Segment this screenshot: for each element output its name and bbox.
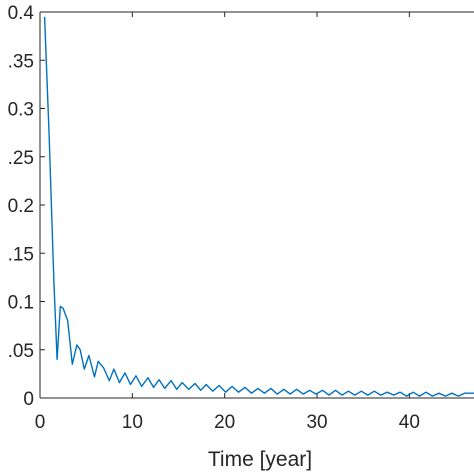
series-layer bbox=[43, 16, 474, 397]
y-tick-label-4: 0.2 bbox=[8, 196, 34, 217]
y-tick-label-6: 0.3 bbox=[8, 100, 34, 121]
x-tick-label-1: 10 bbox=[122, 412, 143, 433]
plot-area-frame bbox=[39, 11, 474, 399]
y-tick-label-0: 0 bbox=[23, 389, 34, 410]
y-tick-label-7: .35 bbox=[8, 51, 34, 72]
x-tick-label-4: 40 bbox=[399, 412, 420, 433]
x-tick-label-3: 30 bbox=[306, 412, 327, 433]
y-tick-label-2: 0.1 bbox=[8, 293, 34, 314]
x-tick-label-0: 0 bbox=[35, 412, 46, 433]
x-tick-label-2: 20 bbox=[214, 412, 235, 433]
axis-tick-labels: 0 10 20 30 40 0 .05 0.1 .15 0.2 .25 0.3 .35 0.4 bbox=[8, 3, 420, 433]
y-tick-label-3: .15 bbox=[8, 244, 34, 265]
series-line-0 bbox=[43, 16, 474, 397]
x-axis-label: Time [year] bbox=[208, 448, 312, 471]
y-tick-label-1: .05 bbox=[8, 341, 34, 362]
y-tick-label-5: .25 bbox=[8, 148, 34, 169]
y-tick-label-8: 0.4 bbox=[8, 3, 35, 24]
axis-ticks bbox=[39, 11, 410, 399]
